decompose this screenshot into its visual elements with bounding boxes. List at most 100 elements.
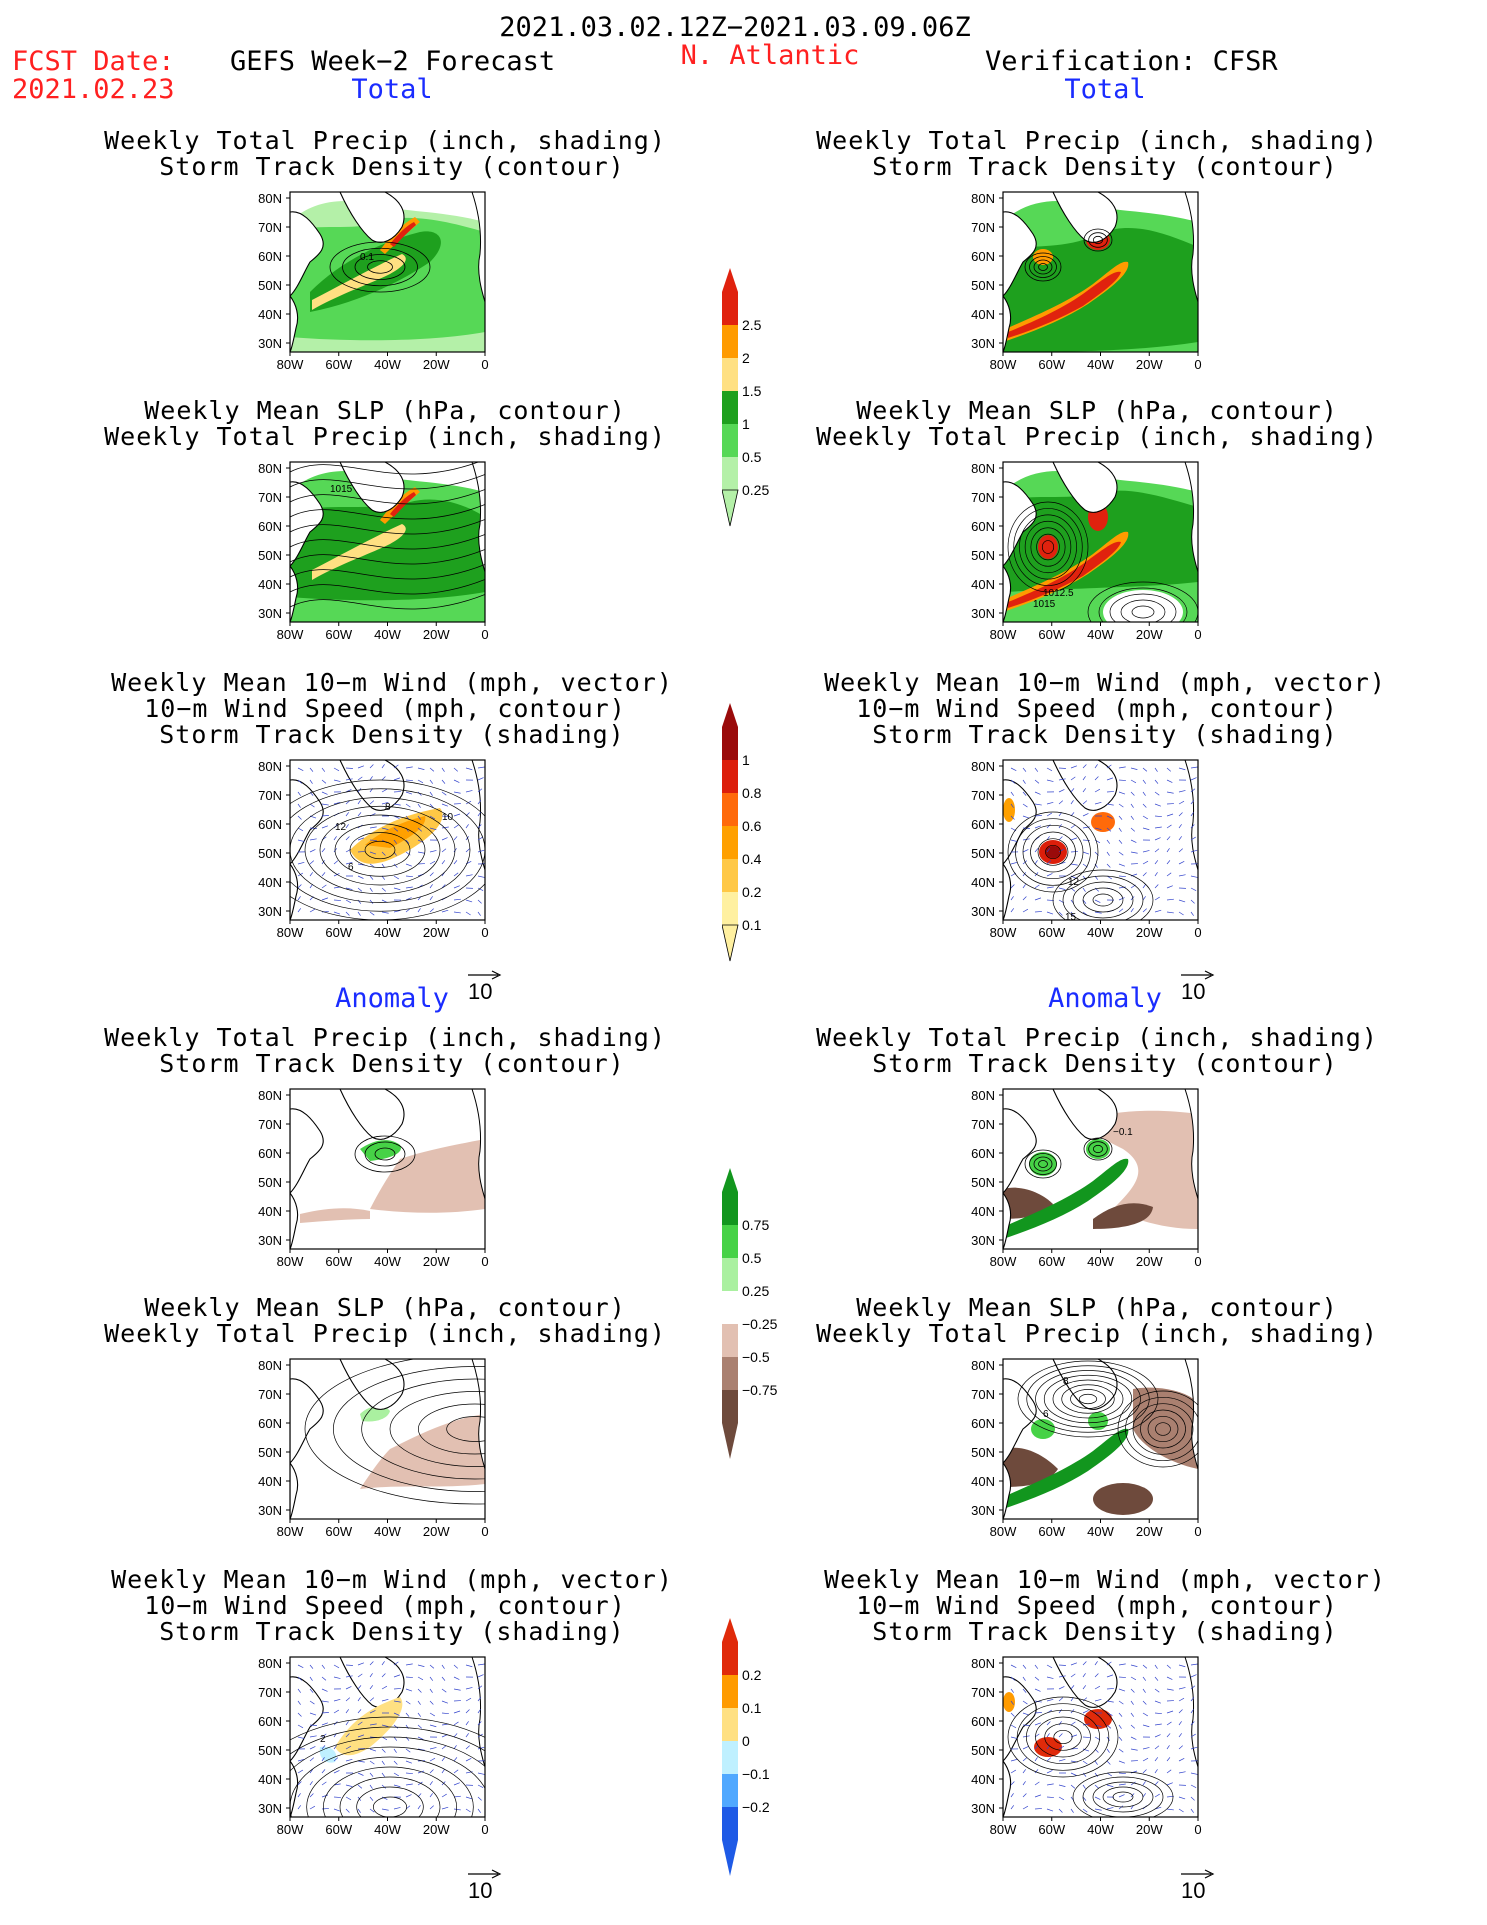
colorbar-segment bbox=[722, 1192, 738, 1225]
precip-shading bbox=[1008, 541, 1121, 608]
colorbar-label: 0 bbox=[742, 1733, 750, 1749]
lon-label: 0 bbox=[481, 357, 488, 372]
title-cfsr-slp-anom-2: Weekly Total Precip (inch, shading) bbox=[816, 1319, 1378, 1348]
lat-label: 40N bbox=[258, 875, 282, 890]
lat-label: 80N bbox=[258, 1358, 282, 1373]
lon-label: 80W bbox=[990, 1524, 1017, 1539]
lon-label: 20W bbox=[1136, 1822, 1163, 1837]
colorbar-segment bbox=[722, 793, 738, 826]
colorbar-cap bbox=[722, 1840, 738, 1876]
contour-label: 1015 bbox=[330, 484, 353, 495]
lon-label: 0 bbox=[1194, 925, 1201, 940]
contour-line bbox=[290, 534, 485, 550]
lat-label: 70N bbox=[971, 1117, 995, 1132]
lat-label: 30N bbox=[258, 606, 282, 621]
lon-label: 0 bbox=[481, 627, 488, 642]
contour-line bbox=[1083, 1137, 1113, 1161]
us-coast-outline bbox=[290, 1760, 299, 1817]
colorbar-segment bbox=[722, 1708, 738, 1741]
colorbar-label: 0.2 bbox=[742, 884, 762, 900]
title-gefs-wind-total-3: Storm Track Density (shading) bbox=[159, 720, 625, 749]
lon-label: 80W bbox=[277, 1822, 304, 1837]
lat-label: 30N bbox=[971, 1801, 995, 1816]
colorbar-segment bbox=[722, 1642, 738, 1675]
colorbar-label: 2 bbox=[742, 350, 750, 366]
colorbar-segment bbox=[722, 1324, 738, 1357]
colorbar-cap bbox=[722, 268, 738, 292]
europe-outline bbox=[1184, 462, 1198, 573]
lat-label: 70N bbox=[971, 1387, 995, 1402]
lon-label: 40W bbox=[374, 925, 401, 940]
right-anomaly-label: Anomaly bbox=[1048, 983, 1162, 1014]
colorbar-segment bbox=[722, 1225, 738, 1258]
contour-line bbox=[1117, 1390, 1198, 1468]
contour-line bbox=[304, 805, 456, 895]
contour-line bbox=[1036, 533, 1060, 561]
contour-line bbox=[354, 254, 406, 280]
us-coast-outline bbox=[290, 295, 299, 352]
cfsr-precip-total-map: 80N 70N 60N 50N 40N 30N 80W 60W 40W 20W 0 bbox=[953, 184, 1218, 388]
colorbar-cap bbox=[722, 1168, 738, 1192]
contour-line bbox=[306, 1756, 474, 1817]
title-cfsr-precip-total-2: Storm Track Density (contour) bbox=[872, 152, 1338, 181]
contour-line bbox=[334, 823, 426, 877]
lon-label: 60W bbox=[1038, 1254, 1065, 1269]
lat-label: 50N bbox=[971, 846, 995, 861]
lon-label: 40W bbox=[374, 357, 401, 372]
precip-anomaly-shading bbox=[1093, 1203, 1153, 1229]
lon-label: 60W bbox=[1038, 1822, 1065, 1837]
lon-label: 80W bbox=[990, 357, 1017, 372]
colorbar-segment bbox=[722, 892, 738, 925]
contour-line bbox=[1007, 1696, 1119, 1778]
precip-shading bbox=[1003, 490, 1198, 592]
lon-label: 20W bbox=[1136, 1524, 1163, 1539]
lat-label: 70N bbox=[258, 220, 282, 235]
lat-label: 40N bbox=[971, 307, 995, 322]
lon-label: 20W bbox=[1136, 627, 1163, 642]
colorbar-segment bbox=[722, 1291, 738, 1324]
colorbar-label: 0.2 bbox=[742, 1667, 762, 1683]
contour-line bbox=[1022, 824, 1084, 880]
fcst-date: 2021.02.23 bbox=[12, 74, 175, 105]
contour-line bbox=[1029, 256, 1057, 278]
precip-shading bbox=[390, 222, 416, 247]
cfsr-precip-anom-map: −0.1 80N 70N 60N 50N 40N 30N 80W 60W 40W 20W 0 bbox=[953, 1081, 1218, 1285]
europe-outline bbox=[1184, 1657, 1198, 1768]
lon-label: 60W bbox=[1038, 357, 1065, 372]
lat-label: 70N bbox=[258, 1685, 282, 1700]
lat-label: 40N bbox=[971, 1772, 995, 1787]
lat-label: 50N bbox=[258, 548, 282, 563]
precip-anomaly-shading bbox=[1003, 1428, 1129, 1509]
title-gefs-wind-total-1: Weekly Mean 10−m Wind (mph, vector) bbox=[111, 668, 673, 697]
colorbar-segment bbox=[722, 358, 738, 391]
lon-label: 60W bbox=[325, 1254, 352, 1269]
lon-label: 40W bbox=[1087, 627, 1114, 642]
lon-label: 40W bbox=[1087, 1822, 1114, 1837]
track-total-colorbar: 1 0.8 0.6 0.4 0.2 0.1 bbox=[721, 703, 802, 981]
left-total-label: Total bbox=[351, 74, 433, 105]
canada-outline bbox=[290, 1108, 324, 1194]
contour-line bbox=[364, 1141, 406, 1167]
contour-label: 1015 bbox=[1033, 599, 1056, 610]
region-label: N. Atlantic bbox=[680, 40, 860, 71]
contour-line bbox=[333, 1366, 485, 1492]
contour-line bbox=[1062, 875, 1144, 920]
lon-label: 0 bbox=[481, 1254, 488, 1269]
lon-label: 60W bbox=[325, 357, 352, 372]
colorbar-segment bbox=[722, 1675, 738, 1708]
title-gefs-slp-anom-2: Weekly Total Precip (inch, shading) bbox=[104, 1319, 666, 1348]
title-cfsr-precip-total-1: Weekly Total Precip (inch, shading) bbox=[816, 126, 1378, 155]
contour-line bbox=[1155, 1422, 1171, 1436]
contour-line bbox=[1092, 893, 1114, 907]
contour-line bbox=[1147, 1415, 1179, 1443]
title-cfsr-wind-anom-3: Storm Track Density (shading) bbox=[872, 1617, 1338, 1646]
title-gefs-wind-total-2: 10−m Wind Speed (mph, contour) bbox=[144, 694, 626, 723]
lat-label: 50N bbox=[258, 1445, 282, 1460]
colorbar-label: 1 bbox=[742, 416, 750, 432]
colorbar-label: −0.1 bbox=[742, 1766, 770, 1782]
contour-line bbox=[354, 1135, 416, 1173]
contour-line bbox=[1041, 540, 1055, 554]
cfsr-slp-anom-map: 8 6 80N 70N 60N 50N 40N 30N 80W 60W 40W 20W 0 bbox=[953, 1351, 1218, 1555]
precip-shading bbox=[1008, 271, 1121, 338]
contour-line bbox=[1026, 1365, 1150, 1433]
